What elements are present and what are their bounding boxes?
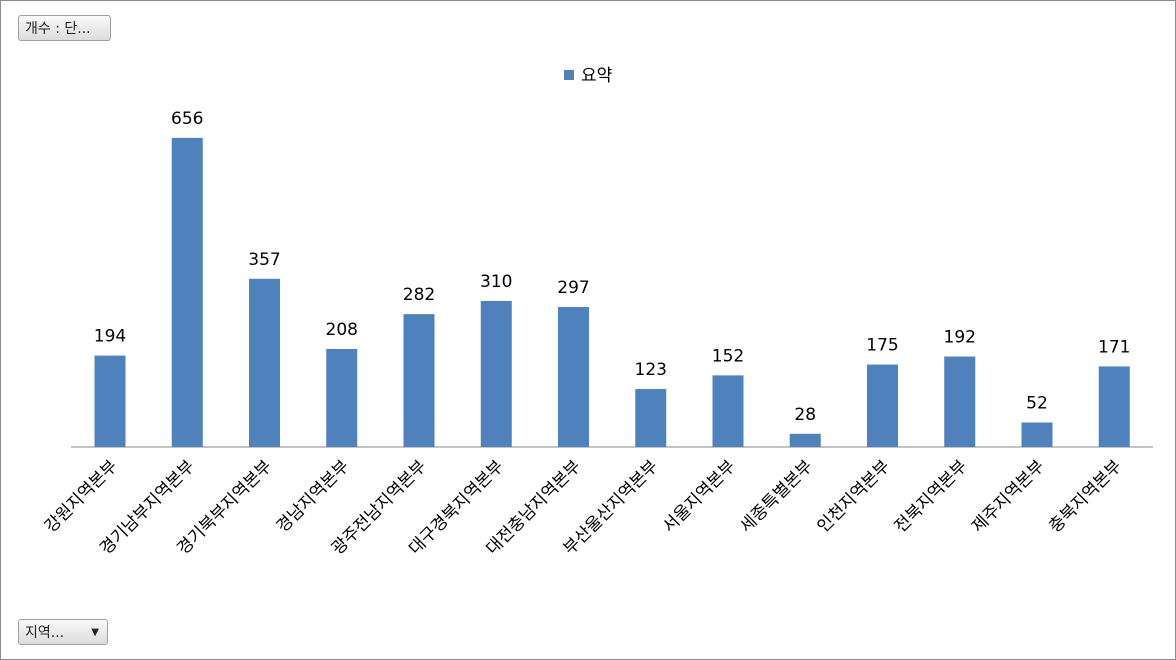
data-label: 297 <box>557 278 589 298</box>
data-label: 310 <box>480 272 512 292</box>
bar <box>558 307 589 447</box>
data-label: 52 <box>1026 393 1048 413</box>
legend-swatch <box>564 70 574 80</box>
x-tick-label: 서울지역본부 <box>659 456 739 536</box>
data-label: 194 <box>94 327 126 347</box>
bar <box>867 364 898 447</box>
bar <box>1098 366 1130 447</box>
bar <box>326 348 358 447</box>
dropdown-arrow[interactable]: ▼ <box>91 627 99 638</box>
data-label: 282 <box>403 285 435 305</box>
x-tick-label: 전북지역본부 <box>891 456 971 536</box>
data-label: 175 <box>866 336 898 356</box>
bar <box>789 433 821 447</box>
bar <box>712 375 744 447</box>
bar <box>171 137 203 447</box>
bar <box>944 356 976 447</box>
data-label: 192 <box>944 328 976 348</box>
x-tick-label: 세종특별본부 <box>736 456 816 536</box>
data-label: 28 <box>794 405 816 425</box>
bar <box>94 355 126 447</box>
data-label: 208 <box>326 320 358 340</box>
bar <box>480 300 512 447</box>
axis-field-label: 지역... <box>25 625 65 641</box>
data-label: 357 <box>248 250 280 270</box>
data-label: 656 <box>171 109 203 129</box>
bar <box>1021 422 1053 447</box>
x-tick-label: 강원지역본부 <box>41 456 121 536</box>
x-tick-label: 제주지역본부 <box>968 456 1048 536</box>
bar <box>635 389 667 447</box>
data-label: 152 <box>712 346 744 366</box>
x-tick-label: 경남지역본부 <box>273 456 353 536</box>
legend-label: 요약 <box>581 66 612 86</box>
x-tick-label: 충북지역본부 <box>1045 456 1125 536</box>
data-label: 171 <box>1098 337 1130 357</box>
value-field-button[interactable]: 개수 : 단... <box>18 15 111 41</box>
axis-field-button[interactable]: 지역... ▼ <box>18 619 108 645</box>
bar <box>403 314 435 447</box>
x-tick-label: 인천지역본부 <box>814 456 894 536</box>
data-label: 123 <box>635 360 667 380</box>
bar <box>249 278 280 447</box>
